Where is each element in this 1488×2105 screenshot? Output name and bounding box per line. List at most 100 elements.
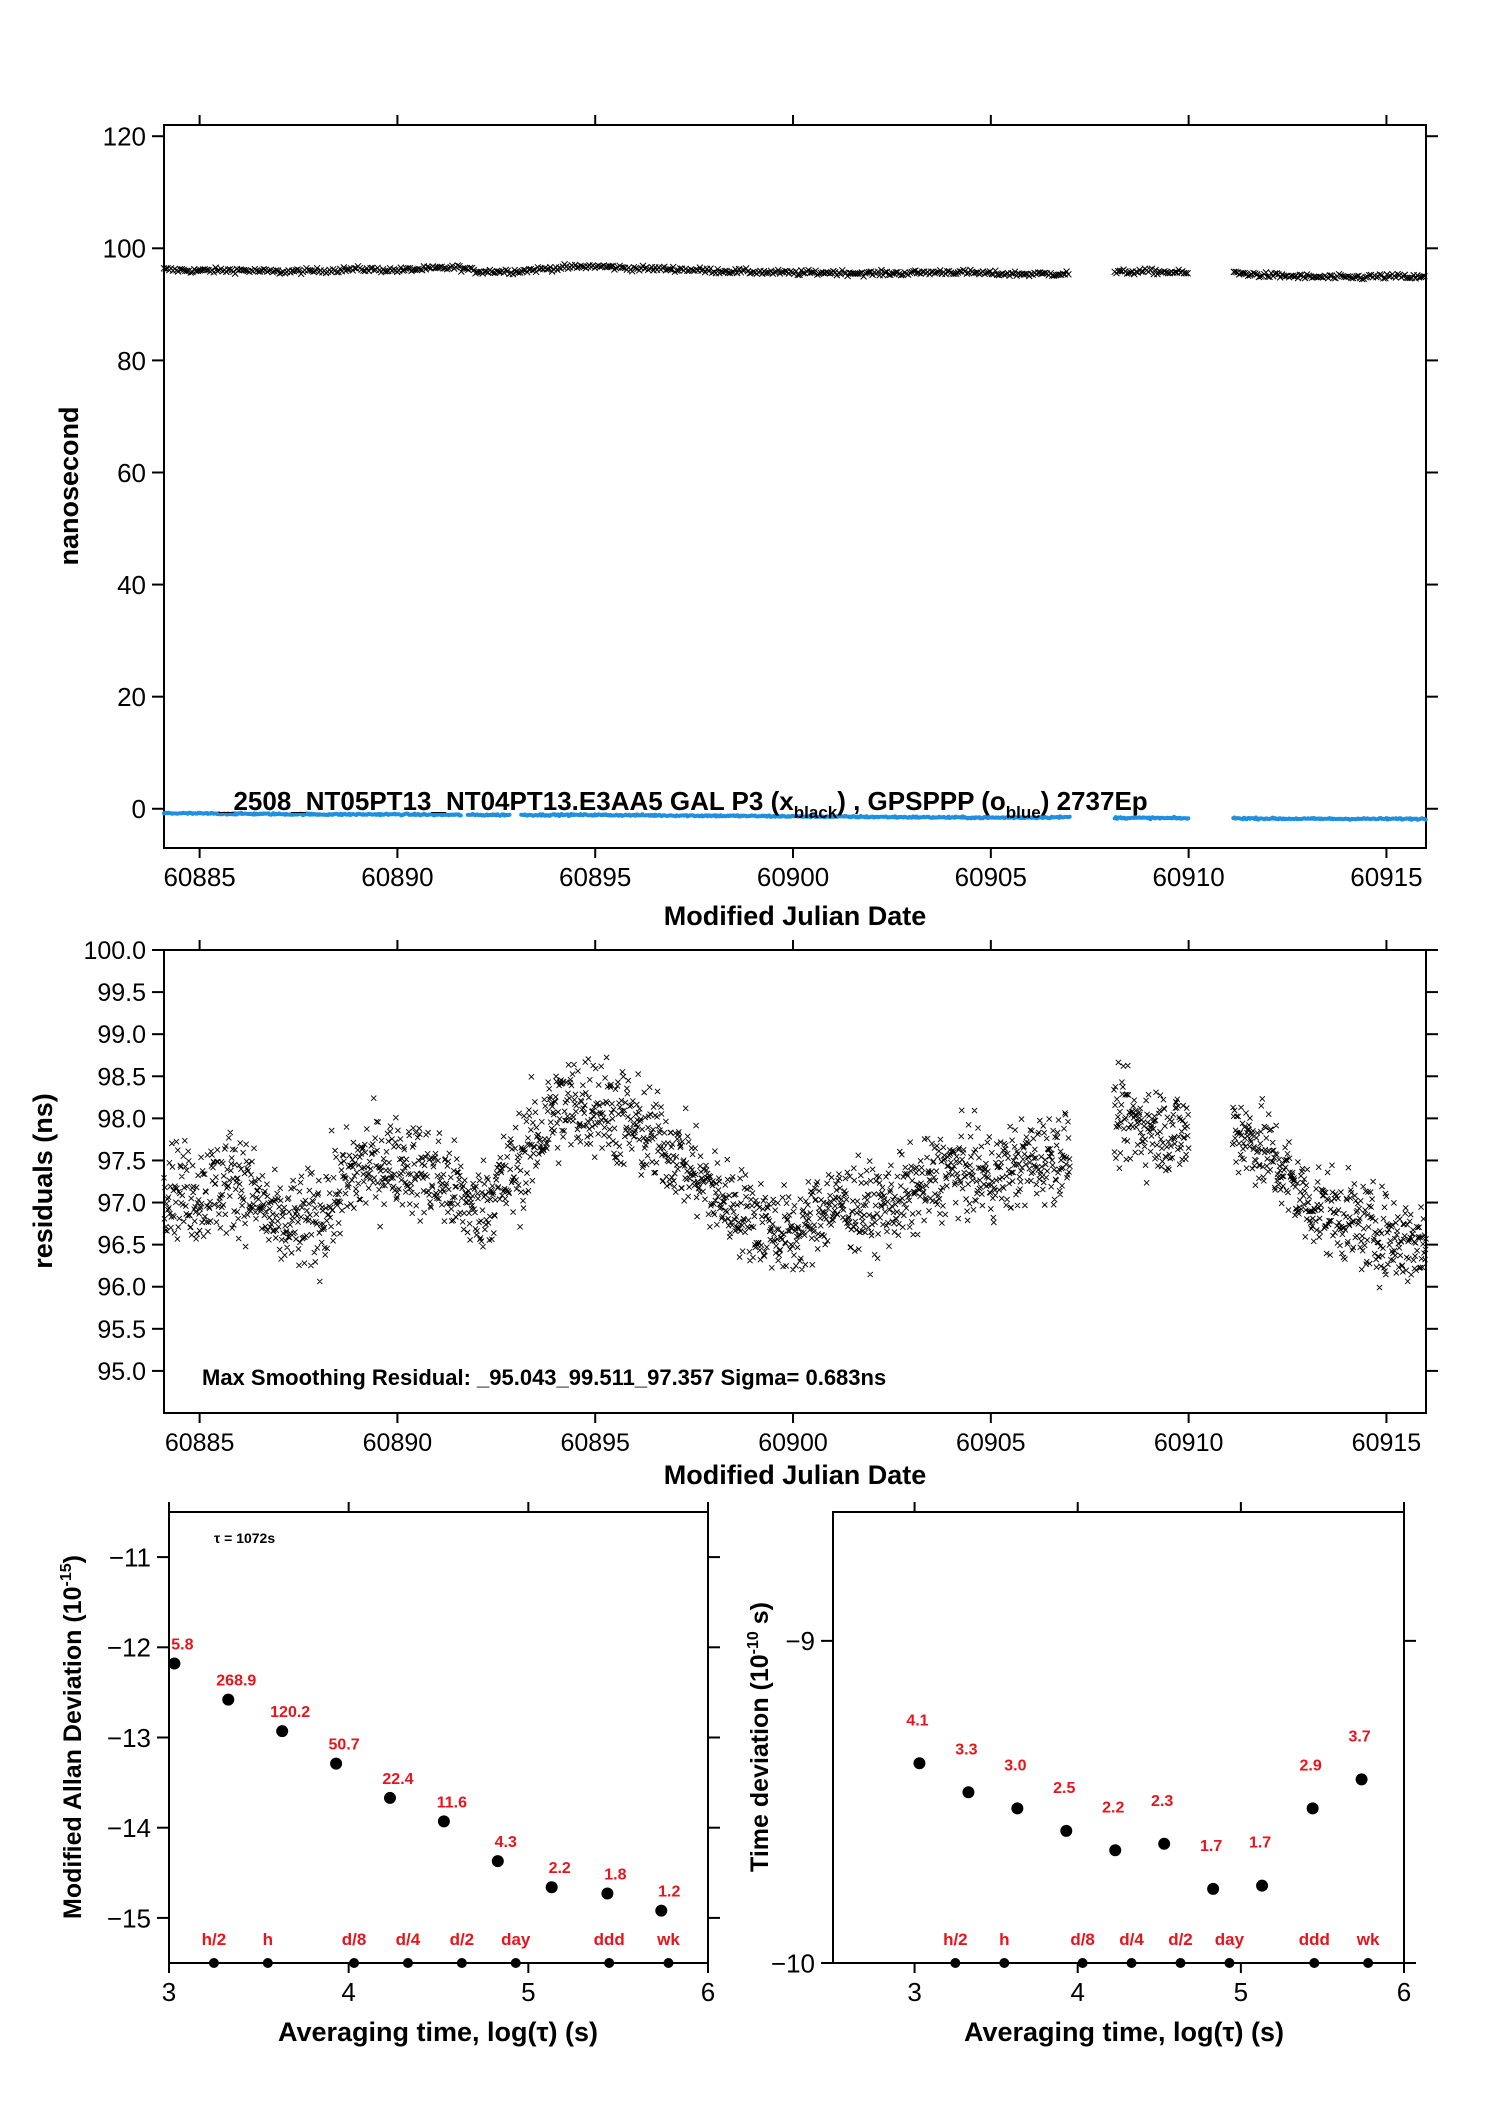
timeseries-ytick-label: 100 (103, 234, 146, 264)
tdev-xtick-label: 5 (1234, 1977, 1248, 2007)
mdev-axes: 3 4 5 6 −11 −12 −13 −14 −15 (107, 1502, 720, 2007)
mdev-point-label: 4.3 (495, 1834, 517, 1851)
residuals-xtick-label: 60890 (363, 1429, 433, 1457)
residuals-axes: 60885 60890 60895 60900 60905 60910 60915 95.0 9… (83, 937, 1438, 1457)
mdev-marks: 5.8 268.9 120.2 50.7 22.4 11.6 4.3 2.2 1.8 1.2 h/2… (168, 1637, 681, 1968)
timeseries-legend: _2508_NT05PT13_NT04PT13.E3AA5 GAL P3 (xb… (218, 786, 1148, 822)
residuals-ytick-label: 96.0 (97, 1274, 146, 1302)
mdev-point (601, 1887, 614, 1900)
tdev-point-label: 2.2 (1102, 1799, 1124, 1816)
mdev-marker (510, 1958, 521, 1968)
timeseries-xtick-label: 60915 (1350, 862, 1422, 892)
tdev-point-label: 3.3 (955, 1741, 977, 1758)
timeseries-panel: 60885 60890 60895 60900 60905 60910 60915 0 20 40… (54, 115, 1438, 931)
mdev-ytick-label: −15 (107, 1903, 151, 1933)
residuals-xtick-label: 60900 (758, 1429, 828, 1457)
timeseries-ytick-label: 40 (117, 570, 146, 600)
mdev-marker-label: d/8 (342, 1930, 367, 1949)
timeseries-ytick-label: 20 (117, 682, 146, 712)
mdev-marker (604, 1958, 615, 1968)
timeseries-marks (160, 261, 1428, 822)
tdev-ylabel: Time deviation (10-10 s) (745, 1602, 774, 1872)
residuals-marks (161, 1054, 1429, 1291)
mdev-ylabel: Modified Allan Deviation (10-15) (58, 1555, 87, 1919)
mdev-marker-label: h (263, 1930, 273, 1949)
residuals-ytick-label: 95.0 (97, 1358, 146, 1386)
tdev-point (1355, 1773, 1368, 1786)
tdev-point-label: 1.7 (1249, 1835, 1271, 1852)
residuals-ytick-label: 96.5 (97, 1232, 146, 1260)
tdev-panel: 4.1 3.3 3.0 2.5 2.2 2.3 1.7 1.7 2.9 3.7 h/2 h d/8 d/4… (745, 1502, 1416, 2047)
mdev-xtick-label: 4 (341, 1977, 355, 2007)
mdev-point (545, 1881, 558, 1894)
tdev-marker (1363, 1958, 1374, 1968)
mdev-ytick-label: −11 (109, 1542, 151, 1572)
timeseries-xtick-label: 60910 (1152, 862, 1224, 892)
mdev-ytick-label: −12 (107, 1633, 151, 1663)
residuals-ytick-label: 97.0 (97, 1190, 146, 1218)
tdev-ytick-label: −10 (771, 1948, 815, 1978)
tdev-marker-label: h/2 (943, 1930, 968, 1949)
timeseries-ytick-label: 0 (132, 794, 146, 824)
timeseries-ytick-label: 60 (117, 458, 146, 488)
mdev-point-label: 268.9 (216, 1673, 256, 1690)
mdev-point (491, 1855, 504, 1868)
mdev-point (383, 1791, 396, 1804)
tdev-frame (832, 1511, 1405, 1964)
mdev-point-label: 50.7 (329, 1737, 360, 1754)
tdev-point-label: 2.3 (1151, 1793, 1173, 1810)
timeseries-xtick-label: 60895 (559, 862, 631, 892)
tdev-xtick-label: 3 (907, 1977, 921, 2007)
timeseries-xlabel: Modified Julian Date (664, 901, 927, 931)
tdev-ylabel-end: s) (746, 1602, 774, 1631)
tdev-marker-label: ddd (1299, 1930, 1330, 1949)
tdev-xtick-label: 4 (1070, 1977, 1084, 2007)
tdev-point-label: 4.1 (906, 1712, 928, 1729)
residuals-ytick-label: 100.0 (83, 937, 146, 965)
tdev-ylabel-text: Time deviation (10 (746, 1654, 774, 1872)
mdev-xtick-label: 6 (701, 1977, 715, 2007)
mdev-ytick-label: −13 (107, 1723, 151, 1753)
tdev-point-label: 1.7 (1200, 1838, 1222, 1855)
residuals-ytick-label: 98.5 (97, 1063, 146, 1091)
mdev-point-label: 11.6 (437, 1794, 467, 1811)
tdev-point (962, 1786, 975, 1799)
mdev-ylabel-end: ) (59, 1555, 87, 1563)
legend-sub-black: black (794, 803, 838, 822)
mdev-frame (168, 1511, 709, 1964)
tdev-axes: 3 4 5 6 −9 −10 (771, 1502, 1416, 2007)
mdev-point (655, 1904, 668, 1917)
tdev-point (1256, 1879, 1269, 1892)
residuals-ytick-label: 99.5 (97, 979, 146, 1007)
legend-end: ) 2737Ep (1041, 786, 1148, 816)
tdev-point (1011, 1802, 1024, 1815)
residuals-xtick-label: 60885 (165, 1429, 235, 1457)
tdev-marker-label: h (999, 1930, 1009, 1949)
mdev-point (276, 1725, 289, 1738)
tdev-point-label: 2.5 (1053, 1780, 1075, 1797)
tdev-point (1060, 1824, 1073, 1837)
mdev-tau-annotation: τ = 1072s (214, 1530, 275, 1546)
tdev-point-label: 3.7 (1348, 1728, 1370, 1745)
tdev-ylabel-sup: -10 (745, 1631, 762, 1654)
tdev-point-label: 3.0 (1004, 1757, 1026, 1774)
tdev-point (913, 1757, 926, 1770)
mdev-marker (663, 1958, 674, 1968)
mdev-ytick-label: −14 (107, 1813, 151, 1843)
residuals-ytick-label: 95.5 (97, 1316, 146, 1344)
legend-mid: ) , GPSPPP (o (837, 786, 1006, 816)
mdev-marker-label: d/2 (450, 1930, 475, 1949)
residuals-ytick-label: 97.5 (97, 1147, 146, 1175)
mdev-point-label: 120.2 (270, 1704, 310, 1721)
mdev-marker (262, 1958, 273, 1968)
mdev-point (168, 1657, 181, 1670)
residuals-frame (163, 949, 1427, 1414)
gpsppp-series (162, 810, 1428, 822)
tdev-marker (1309, 1958, 1320, 1968)
tdev-marker-label: d/2 (1168, 1930, 1193, 1949)
tdev-point (1109, 1844, 1122, 1857)
mdev-point (222, 1693, 235, 1706)
tdev-marker-label: wk (1356, 1930, 1380, 1949)
mdev-marker-label: day (501, 1930, 531, 1949)
mdev-panel: 5.8 268.9 120.2 50.7 22.4 11.6 4.3 2.2 1.8 1.2 h/2… (58, 1502, 720, 2047)
